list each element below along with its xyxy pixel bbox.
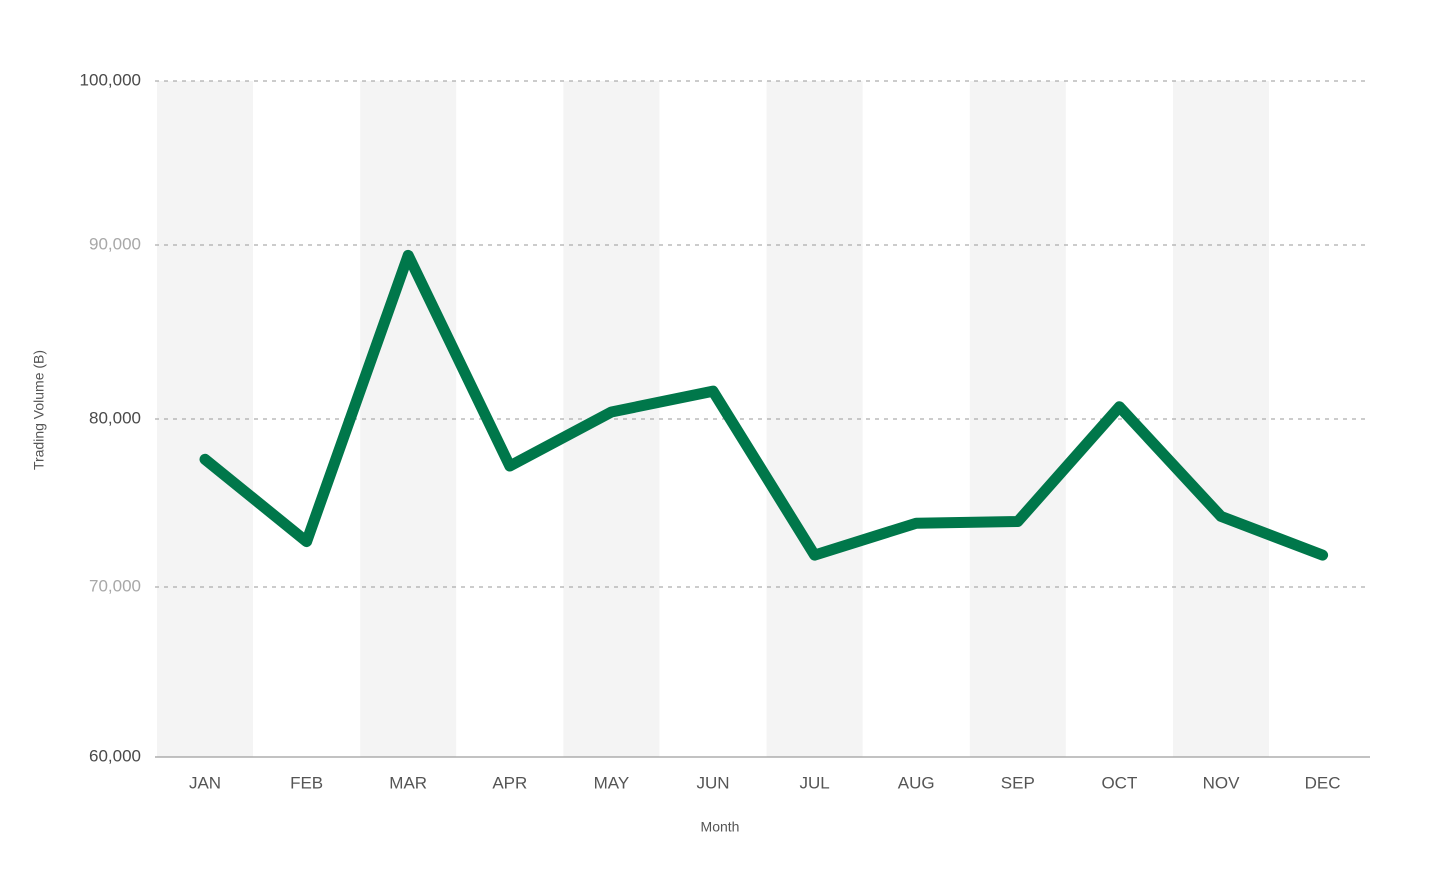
x-tick-label: JAN (189, 773, 221, 792)
data-point (1118, 406, 1120, 408)
series-lines (199, 249, 1329, 561)
x-tick-label: MAY (594, 773, 630, 792)
data-point (915, 522, 917, 524)
y-tick-label: 100,000 (80, 70, 141, 89)
y-tick-label: 60,000 (89, 746, 141, 765)
y-axis-tick-labels: 100,000 90,000 80,000 70,000 60,000 (80, 70, 141, 765)
x-tick-label: MAR (389, 773, 427, 792)
x-axis-tick-labels: JAN FEB MAR APR MAY JUN JUL AUG SEP OCT NOV DEC (189, 773, 1341, 792)
x-tick-label: AUG (898, 773, 935, 792)
data-point (1017, 520, 1019, 522)
y-tick-label: 70,000 (89, 576, 141, 595)
data-point (407, 254, 409, 256)
x-tick-label: SEP (1001, 773, 1035, 792)
x-tick-label: NOV (1203, 773, 1241, 792)
x-tick-label: APR (492, 773, 527, 792)
y-axis-title: Trading Volume (B) (31, 350, 47, 470)
data-point (204, 458, 206, 460)
series-line (199, 249, 1329, 561)
data-point (1220, 515, 1222, 517)
x-tick-label: FEB (290, 773, 323, 792)
data-point (712, 390, 714, 392)
y-tick-label: 80,000 (89, 408, 141, 427)
data-point (509, 465, 511, 467)
data-point (610, 411, 612, 413)
data-point (814, 554, 816, 556)
x-tick-label: OCT (1101, 773, 1137, 792)
x-tick-label: JUN (696, 773, 729, 792)
y-tick-label: 90,000 (89, 234, 141, 253)
data-point (306, 541, 308, 543)
data-point (1322, 554, 1324, 556)
x-axis-title: Month (701, 819, 740, 835)
x-tick-label: JUL (799, 773, 829, 792)
x-tick-label: DEC (1305, 773, 1341, 792)
